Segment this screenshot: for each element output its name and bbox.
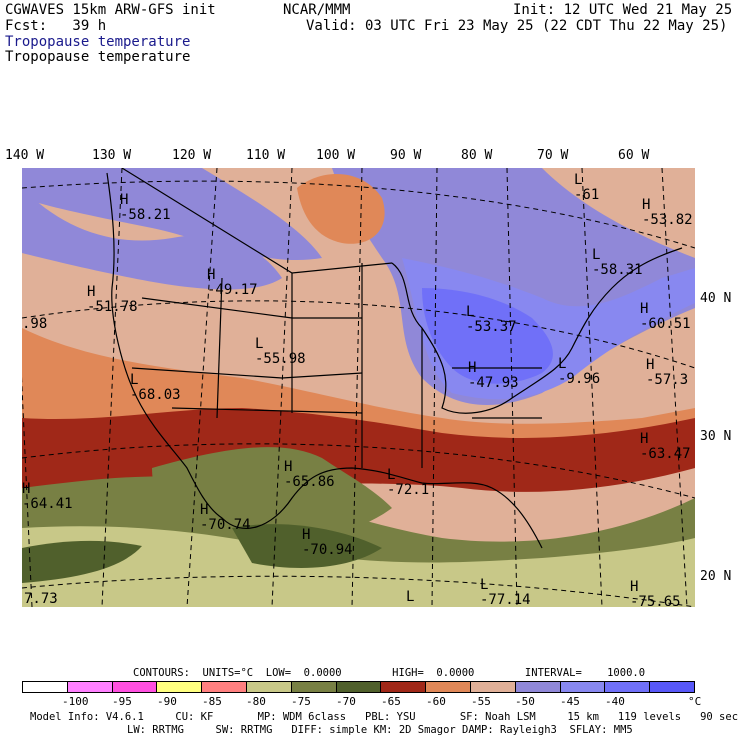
legend-swatch: [112, 682, 158, 692]
lon-label: 130 W: [92, 148, 132, 163]
lon-label: 70 W: [537, 148, 569, 163]
legend-tick: -85: [202, 695, 222, 708]
legend-tick: -55: [471, 695, 491, 708]
map-label: H -75.65: [630, 579, 681, 608]
map-label: L -61: [574, 172, 600, 203]
map-label: H -49.17: [207, 267, 258, 298]
map-label: H -63.47: [640, 431, 691, 462]
legend-tick: -40: [605, 695, 625, 708]
map-label: L -58.31: [592, 247, 643, 278]
map-label: L: [406, 589, 415, 605]
lon-label: 80 W: [461, 148, 493, 163]
lat-label: 40 N: [700, 291, 732, 306]
legend-swatch: [23, 682, 68, 692]
legend-swatch: [202, 682, 247, 692]
center-name: NCAR/MMM: [283, 2, 351, 18]
legend-tick: -80: [246, 695, 266, 708]
map-label: H -64.41: [22, 481, 73, 512]
legend-tick: -70: [336, 695, 356, 708]
map-label: H -58.21: [120, 192, 171, 223]
field-title-2: Tropopause temperature: [5, 49, 191, 65]
legend-tick: -50: [515, 695, 535, 708]
legend-tick: -65: [381, 695, 401, 708]
map-label: H -53.82: [642, 197, 693, 228]
legend-swatch: [470, 682, 516, 692]
color-legend: [22, 681, 695, 693]
contours-info: CONTOURS: UNITS=°C LOW= 0.0000 HIGH= 0.0…: [133, 667, 646, 679]
map-label: .98: [22, 316, 48, 332]
map-label: H -65.86: [284, 459, 335, 490]
model-title: CGWAVES 15km ARW-GFS init: [5, 2, 216, 18]
legend-tick: -90: [157, 695, 177, 708]
map-label: L -53.37: [466, 304, 517, 335]
legend-tick: -45: [560, 695, 580, 708]
map-label: L -68.03: [130, 372, 181, 403]
map-label: L -72.1: [387, 467, 430, 498]
legend-swatch: [291, 682, 337, 692]
legend-swatch: [246, 682, 292, 692]
forecast-hour: Fcst: 39 h: [5, 18, 107, 34]
legend-tick: -60: [426, 695, 446, 708]
legend-swatch: [157, 682, 203, 692]
lon-label: 120 W: [172, 148, 212, 163]
legend-swatch: [605, 682, 651, 692]
legend-swatch: [426, 682, 471, 692]
map-label: H -70.74: [200, 502, 251, 533]
valid-time: Valid: 03 UTC Fri 23 May 25 (22 CDT Thu …: [306, 18, 728, 34]
physics-info: LW: RRTMG SW: RRTMG DIFF: simple KM: 2D …: [127, 724, 633, 736]
legend-swatch: [336, 682, 382, 692]
map-label: H -60.51: [640, 301, 691, 332]
lat-label: 30 N: [700, 429, 732, 444]
legend-swatch: [67, 682, 113, 692]
lat-label: 20 N: [700, 569, 732, 584]
lon-label: 100 W: [316, 148, 356, 163]
map-label: L -9.96: [558, 356, 601, 387]
map-label: 7.73: [24, 591, 58, 607]
legend-tick: -100: [62, 695, 89, 708]
map-label: H -51.78: [87, 284, 138, 315]
map-label: H -47.93: [468, 360, 519, 391]
map-label: H -57.3: [646, 357, 689, 388]
map-label: L -55.98: [255, 336, 306, 367]
legend-swatch: [650, 682, 694, 692]
lon-label: 90 W: [390, 148, 422, 163]
legend-swatch: [381, 682, 427, 692]
legend-swatch: [515, 682, 561, 692]
lon-label: 110 W: [246, 148, 286, 163]
field-title-1: Tropopause temperature: [5, 34, 191, 50]
legend-swatch: [560, 682, 606, 692]
legend-unit: °C: [688, 695, 702, 708]
model-info: Model Info: V4.6.1 CU: KF MP: WDM 6class…: [30, 711, 739, 723]
legend-tick: -75: [291, 695, 311, 708]
lon-label: 140 W: [5, 148, 45, 163]
legend-tick: -95: [112, 695, 132, 708]
tropopause-temperature-map: H -58.21 L -61 H -53.82 H -49.17 H -51.7…: [22, 168, 695, 607]
lon-label: 60 W: [618, 148, 650, 163]
map-label: H -70.94: [302, 527, 353, 558]
map-field: [22, 168, 695, 607]
init-time: Init: 12 UTC Wed 21 May 25: [513, 2, 733, 18]
map-label: L -77.14: [480, 577, 531, 608]
